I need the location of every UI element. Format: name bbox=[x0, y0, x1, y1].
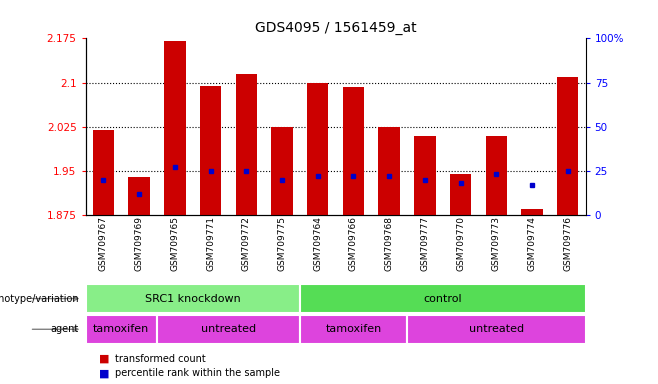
Text: untreated: untreated bbox=[201, 324, 256, 334]
Bar bbox=[521, 209, 543, 215]
Bar bbox=[486, 136, 507, 215]
Bar bbox=[86, 284, 300, 313]
Title: GDS4095 / 1561459_at: GDS4095 / 1561459_at bbox=[255, 21, 417, 35]
Bar bbox=[343, 87, 364, 215]
Text: control: control bbox=[424, 293, 462, 304]
Bar bbox=[93, 130, 114, 215]
Bar bbox=[307, 83, 328, 215]
Bar bbox=[407, 315, 586, 344]
Bar bbox=[236, 74, 257, 215]
Text: agent: agent bbox=[51, 324, 79, 334]
Bar bbox=[414, 136, 436, 215]
Bar bbox=[128, 177, 150, 215]
Text: tamoxifen: tamoxifen bbox=[93, 324, 149, 334]
Text: SRC1 knockdown: SRC1 knockdown bbox=[145, 293, 241, 304]
Bar bbox=[157, 315, 300, 344]
Text: tamoxifen: tamoxifen bbox=[325, 324, 382, 334]
Bar bbox=[86, 315, 157, 344]
Text: genotype/variation: genotype/variation bbox=[0, 293, 79, 304]
Bar bbox=[200, 86, 221, 215]
Text: percentile rank within the sample: percentile rank within the sample bbox=[115, 368, 280, 378]
Text: untreated: untreated bbox=[468, 324, 524, 334]
Bar bbox=[271, 127, 293, 215]
Bar bbox=[557, 77, 578, 215]
Bar bbox=[300, 284, 586, 313]
Text: transformed count: transformed count bbox=[115, 354, 206, 364]
Text: ■: ■ bbox=[99, 368, 109, 378]
Bar bbox=[378, 127, 400, 215]
Bar bbox=[450, 174, 471, 215]
Bar bbox=[300, 315, 407, 344]
Bar bbox=[164, 41, 186, 215]
Text: ■: ■ bbox=[99, 354, 109, 364]
